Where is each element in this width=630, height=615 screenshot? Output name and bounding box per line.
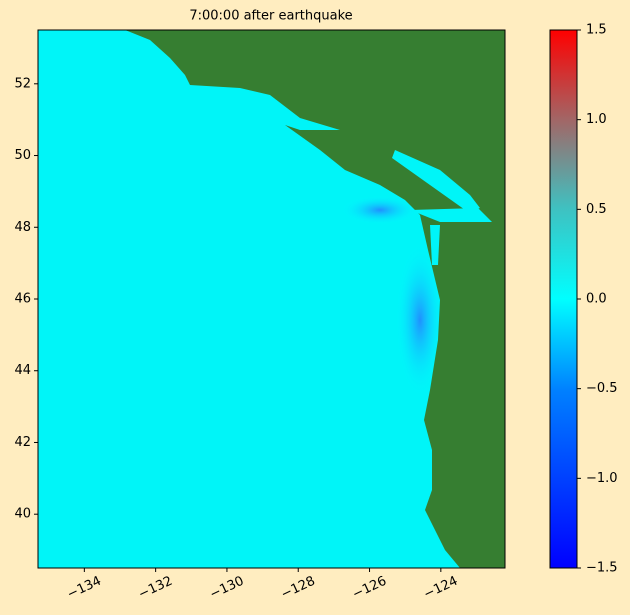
x-tick-label: −124	[421, 574, 460, 603]
colorbar-tick-label: 0.5	[586, 202, 607, 217]
colorbar	[549, 29, 578, 569]
strait	[410, 208, 492, 222]
y-tick-label: 46	[14, 292, 31, 307]
y-tick-label: 40	[14, 507, 31, 522]
x-tick-label: −130	[208, 574, 247, 603]
x-tick-label: −126	[350, 574, 389, 603]
y-tick-label: 50	[14, 148, 31, 163]
colorbar-tick-label: −0.5	[586, 381, 618, 396]
inlet	[430, 225, 440, 265]
colorbar-tick-label: −1.5	[586, 561, 618, 576]
colorbar-tick-label: 1.5	[586, 23, 607, 38]
colorbar-tick-label: 1.0	[586, 112, 607, 127]
colorbar-tick-label: 0.0	[586, 292, 607, 307]
map	[37, 29, 506, 569]
y-tick-label: 42	[14, 435, 31, 450]
strait	[392, 150, 480, 212]
y-tick-label: 44	[14, 363, 31, 378]
x-tick-label: −132	[136, 574, 175, 603]
wave-front	[340, 195, 420, 225]
colorbar-tick-label: −1.0	[586, 471, 618, 486]
x-tick-label: −128	[279, 574, 318, 603]
wave-front	[395, 240, 445, 400]
x-tick-label: −134	[65, 574, 104, 603]
y-tick-label: 48	[14, 220, 31, 235]
chart-title: 7:00:00 after earthquake	[189, 9, 352, 24]
y-tick-label: 52	[14, 76, 31, 91]
